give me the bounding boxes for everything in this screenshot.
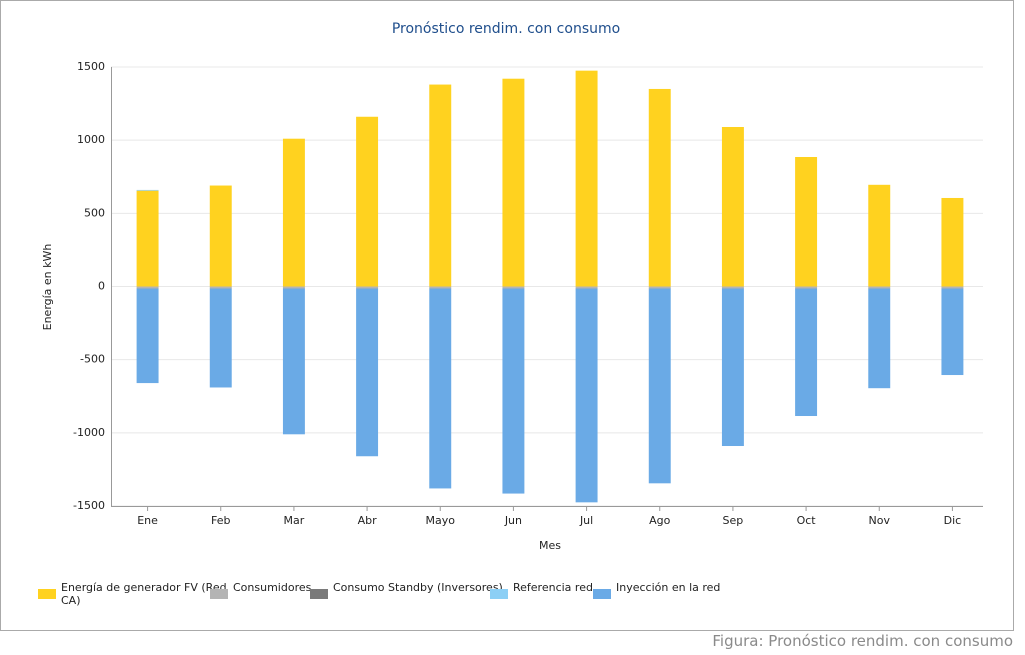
bar-segment: [136, 189, 159, 191]
bar-segment: [136, 288, 159, 384]
bar-segment: [795, 288, 818, 417]
x-tick-label: Jun: [504, 514, 522, 527]
y-axis-label: Energía en kWh: [41, 244, 54, 331]
x-tick-label: Feb: [211, 514, 230, 527]
bar-segment: [941, 288, 964, 376]
bar-segment: [941, 197, 964, 287]
x-tick-label: Oct: [797, 514, 817, 527]
x-tick-label: Nov: [869, 514, 891, 527]
legend-swatch: [490, 589, 508, 599]
bar-segment: [868, 288, 891, 389]
legend-swatch: [310, 589, 328, 599]
caption: Figura: Pronóstico rendim. con consumo: [712, 632, 1013, 650]
legend-label-line: Energía de generador FV (Red: [61, 581, 227, 594]
x-tick-label: Dic: [944, 514, 962, 527]
bar-segment: [502, 288, 525, 494]
legend-label: Consumo Standby (Inversores): [333, 581, 503, 594]
bar-segment: [868, 184, 891, 287]
x-tick-label: Abr: [358, 514, 378, 527]
bar-segment: [575, 286, 598, 289]
bar-segment: [795, 156, 818, 287]
y-tick-label: -500: [80, 353, 105, 366]
bar-segment: [721, 126, 744, 287]
x-tick-label: Mayo: [426, 514, 456, 527]
bar-segment: [429, 288, 452, 489]
x-tick-label: Ene: [137, 514, 158, 527]
x-tick-label: Sep: [723, 514, 744, 527]
bar-segment: [868, 286, 891, 289]
bar-segment: [502, 78, 525, 287]
bar-segment: [648, 286, 671, 289]
y-tick-label: -1000: [73, 426, 105, 439]
legend-label: Inyección en la red: [616, 581, 720, 594]
y-tick-label: 0: [98, 280, 105, 293]
bar-segment: [356, 286, 379, 289]
bar-segment: [356, 116, 379, 287]
x-axis-label: Mes: [539, 539, 561, 552]
legend-item: Inyección en la red: [593, 581, 720, 599]
bar-segment: [209, 288, 232, 388]
legend-item: Consumidores: [210, 581, 312, 599]
legend-label-line: CA): [61, 594, 81, 607]
x-tick-label: Jul: [579, 514, 593, 527]
bar-segment: [648, 88, 671, 287]
y-tick-label: 1000: [77, 133, 105, 146]
bar-segment: [136, 286, 159, 289]
y-tick-label: -1500: [73, 499, 105, 512]
bar-segment: [575, 288, 598, 503]
legend-item: Referencia red: [490, 581, 593, 599]
bar-segment: [795, 286, 818, 289]
bar-segment: [429, 84, 452, 287]
legend-swatch: [593, 589, 611, 599]
chart-title: Pronóstico rendim. con consumo: [392, 21, 620, 37]
legend-item: Consumo Standby (Inversores): [310, 581, 503, 599]
bar-segment: [209, 286, 232, 289]
legend-swatch: [210, 589, 228, 599]
chart: Pronóstico rendim. con consumo Mes Energ…: [0, 0, 1014, 631]
legend-label: Referencia red: [513, 581, 593, 594]
bar-segment: [648, 288, 671, 484]
legend-swatch: [38, 589, 56, 599]
bar-segment: [502, 286, 525, 289]
y-tick-label: 500: [84, 206, 105, 219]
bar-segment: [941, 286, 964, 289]
bar-segment: [282, 138, 305, 287]
bar-segment: [575, 70, 598, 287]
bar-segment: [721, 288, 744, 447]
y-tick-label: 1500: [77, 60, 105, 73]
bar-segment: [356, 288, 379, 457]
bar-segment: [721, 286, 744, 289]
legend-label: Energía de generador FV (Red CA): [61, 581, 227, 607]
x-tick-label: Mar: [284, 514, 305, 527]
bar-segment: [136, 190, 159, 287]
legend-label: Consumidores: [233, 581, 312, 594]
bar-segment: [282, 286, 305, 289]
bar-segment: [282, 288, 305, 435]
x-tick-label: Ago: [649, 514, 671, 527]
legend-item: Energía de generador FV (Red CA): [38, 581, 227, 607]
bar-segment: [209, 185, 232, 287]
bar-segment: [429, 286, 452, 289]
